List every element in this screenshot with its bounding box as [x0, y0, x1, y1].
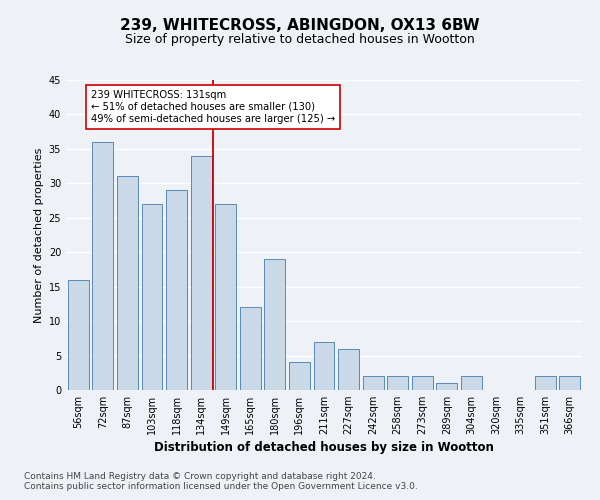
Text: Contains public sector information licensed under the Open Government Licence v3: Contains public sector information licen… [24, 482, 418, 491]
Bar [191, 156, 212, 390]
Bar [68, 280, 89, 390]
Text: 239 WHITECROSS: 131sqm
← 51% of detached houses are smaller (130)
49% of semi-de: 239 WHITECROSS: 131sqm ← 51% of detached… [91, 90, 335, 124]
X-axis label: Distribution of detached houses by size in Wootton: Distribution of detached houses by size … [154, 442, 494, 454]
Text: 239, WHITECROSS, ABINGDON, OX13 6BW: 239, WHITECROSS, ABINGDON, OX13 6BW [120, 18, 480, 32]
Bar [535, 376, 556, 390]
Bar [240, 308, 261, 390]
Bar [314, 342, 334, 390]
Y-axis label: Number of detached properties: Number of detached properties [34, 148, 44, 322]
Bar [117, 176, 138, 390]
Bar [559, 376, 580, 390]
Bar [289, 362, 310, 390]
Text: Contains HM Land Registry data © Crown copyright and database right 2024.: Contains HM Land Registry data © Crown c… [24, 472, 376, 481]
Bar [338, 348, 359, 390]
Bar [412, 376, 433, 390]
Text: Size of property relative to detached houses in Wootton: Size of property relative to detached ho… [125, 32, 475, 46]
Bar [387, 376, 408, 390]
Bar [215, 204, 236, 390]
Bar [436, 383, 457, 390]
Bar [461, 376, 482, 390]
Bar [166, 190, 187, 390]
Bar [362, 376, 383, 390]
Bar [92, 142, 113, 390]
Bar [265, 259, 286, 390]
Bar [142, 204, 163, 390]
